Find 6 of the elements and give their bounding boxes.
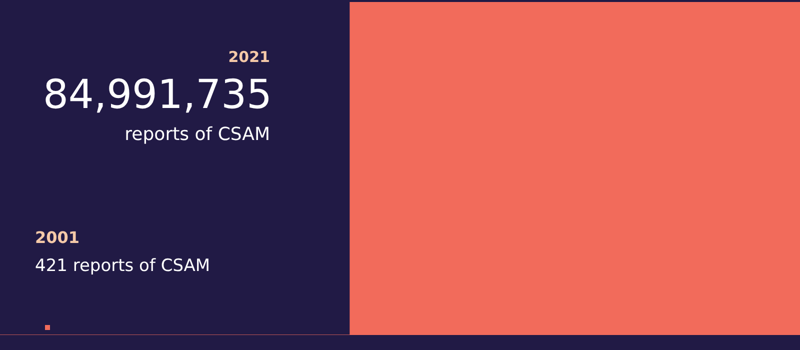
category-label: 2001	[35, 228, 80, 247]
category-label: 2021	[228, 48, 270, 66]
text: reports of CSAM	[72, 256, 210, 276]
data-label: 421	[35, 256, 68, 276]
data-label: 84,991,735	[42, 72, 272, 118]
text: reports of CSAM	[124, 124, 270, 145]
